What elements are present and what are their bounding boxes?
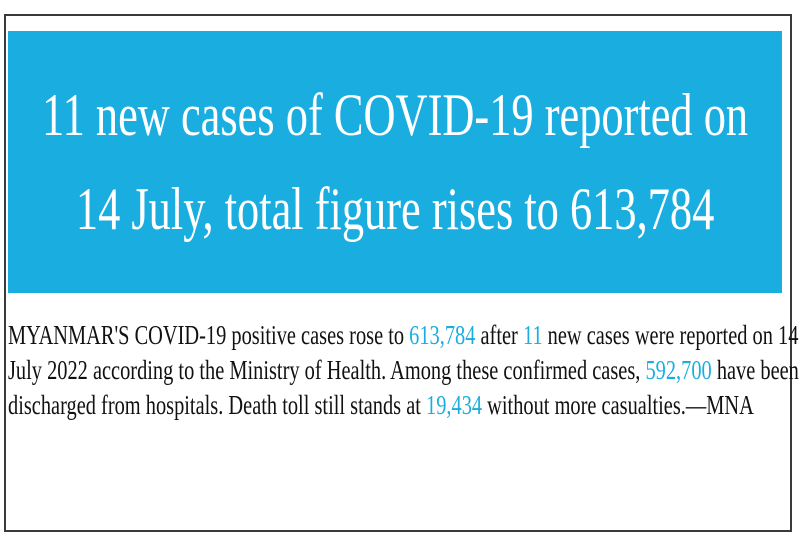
body-text-segment: without more casualties.—MNA [482, 390, 754, 420]
total-cases-figure: 613,784 [409, 320, 476, 350]
discharged-figure: 592,700 [645, 355, 712, 385]
death-toll-figure: 19,434 [426, 390, 483, 420]
headline-banner: 11 new cases of COVID-19 reported on 14 … [8, 31, 782, 293]
article-headline: 11 new cases of COVID-19 reported on 14 … [42, 68, 748, 256]
headline-line-2: 14 July, total figure rises to 613,784 [75, 176, 715, 242]
body-text-segment: MYANMAR'S COVID-19 positive cases rose t… [8, 320, 410, 350]
new-cases-figure: 11 [522, 320, 543, 350]
article-body: MYANMAR'S COVID-19 positive cases rose t… [8, 318, 799, 423]
body-text-segment: discharged from hospitals. Death toll st… [8, 390, 427, 420]
body-line-2: July 2022 according to the Ministry of H… [8, 353, 799, 388]
body-line-1: MYANMAR'S COVID-19 positive cases rose t… [8, 318, 798, 353]
headline-line-1: 11 new cases of COVID-19 reported on [41, 82, 749, 148]
body-line-3: discharged from hospitals. Death toll st… [8, 388, 793, 423]
body-text-segment: after [475, 320, 523, 350]
body-text-segment: July 2022 according to the Ministry of H… [8, 355, 646, 385]
body-text-segment: new cases were reported on 14 [542, 320, 799, 350]
body-text-segment: have been [711, 355, 799, 385]
